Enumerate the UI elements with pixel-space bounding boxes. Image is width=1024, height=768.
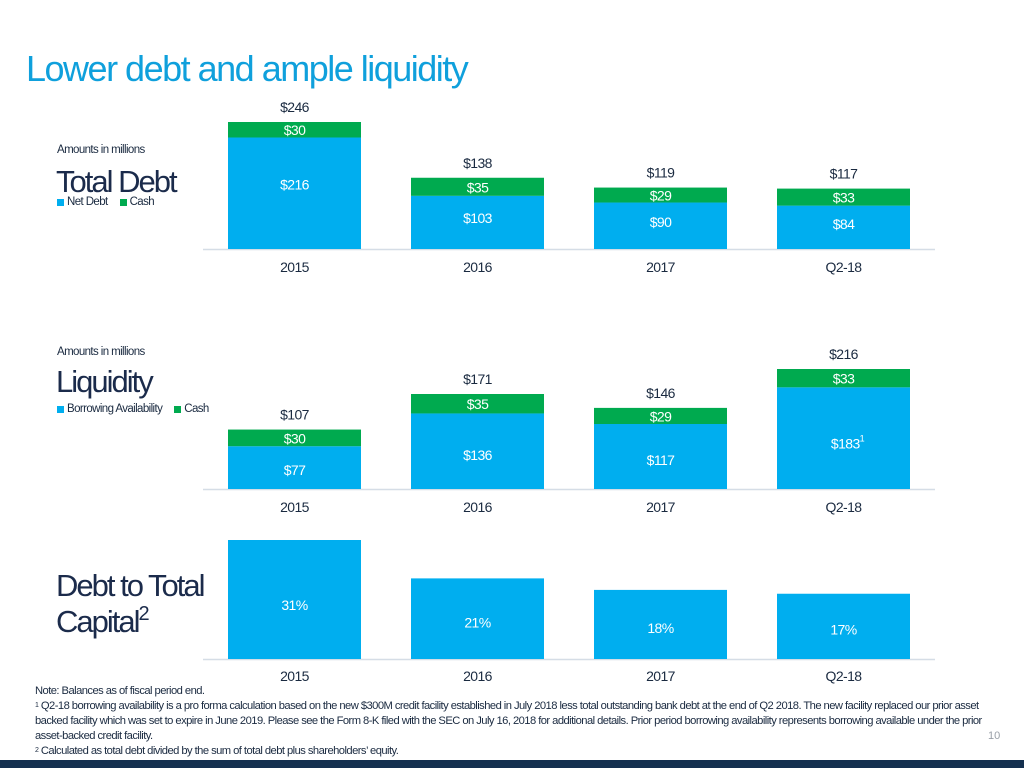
total_debt-label-net-debt-2016: $103 (463, 210, 493, 226)
total-debt-title: Total Debt (56, 164, 178, 199)
debt_to_capital-category-label-2015: 2015 (280, 668, 310, 684)
total_debt-label-net-debt-2015: $216 (280, 176, 310, 192)
total_debt-category-label-2016: 2016 (463, 259, 493, 275)
liquidity-label-cash-2017: $29 (650, 408, 672, 424)
footnote-marker-1: 1 (860, 433, 865, 443)
total_debt-bar-cash-2015 (228, 122, 361, 138)
debt-to-capital-title-line1: Debt to Total (56, 568, 205, 603)
total_debt-bar-cash-2017 (594, 187, 727, 203)
debt_to_capital-category-label-2017: 2017 (646, 668, 676, 684)
footnote-marker-2: 2 (138, 603, 150, 625)
liquidity-bar-borrowing-availability-q2-18 (777, 387, 910, 489)
debt-to-capital-title-text: Capital (56, 604, 140, 639)
debt_to_capital-label-debt-to-total-capital-2015: 31% (281, 597, 307, 613)
legend-label-cash: Cash (129, 196, 155, 208)
legend-label-cash-liquidity: Cash (184, 403, 209, 415)
total_debt-bar-net-debt-q2-18 (777, 205, 910, 249)
liquidity-bar-borrowing-availability-2017 (594, 424, 727, 489)
liquidity-label-borrowing-availability-2016: $136 (463, 447, 493, 463)
debt_to_capital-label-debt-to-total-capital-2017: 18% (647, 620, 673, 636)
footer-bar (0, 760, 1024, 768)
liquidity-legend: Borrowing Availability Cash (57, 403, 221, 415)
liquidity-bar-cash-2016 (411, 394, 544, 414)
liquidity-total-label-2016: $171 (463, 371, 493, 387)
liquidity-label-borrowing-availability-q2-18: $1831 (831, 433, 865, 451)
liquidity-category-label-2016: 2016 (463, 499, 493, 515)
debt_to_capital-label-debt-to-total-capital-q2-18: 17% (830, 622, 856, 638)
footnote-1: 1 Q2-18 borrowing availability is a pro … (35, 699, 985, 744)
legend-item-net-debt: Net Debt (57, 196, 108, 208)
legend-item-borrowing-availability: Borrowing Availability (57, 403, 163, 415)
debt_to_capital-bar-debt-to-total-capital-q2-18 (777, 593, 910, 659)
legend-swatch-cash (119, 198, 127, 206)
total_debt-total-label-2016: $138 (463, 155, 493, 171)
total_debt-bar-net-debt-2015 (228, 137, 361, 249)
liquidity-bar-cash-2017 (594, 407, 727, 424)
liquidity-label-cash-2015: $30 (284, 430, 306, 446)
debt_to_capital-category-label-q2-18: Q2-18 (826, 668, 863, 684)
liquidity-bar-borrowing-availability-2015 (228, 446, 361, 489)
total_debt-bar-cash-2016 (411, 177, 544, 196)
liquidity-total-label-2015: $107 (280, 407, 310, 423)
footnote-1-text: Q2-18 borrowing availability is a pro fo… (35, 700, 982, 742)
total_debt-label-cash-2017: $29 (650, 188, 672, 204)
legend-label-borrowing-availability: Borrowing Availability (67, 403, 163, 415)
debt_to_capital-bar-debt-to-total-capital-2017 (594, 589, 727, 659)
legend-swatch-cash-liquidity (174, 405, 182, 413)
legend-item-cash-liquidity: Cash (174, 403, 209, 415)
debt-to-capital-title-line2: Capital2 (56, 603, 150, 639)
debt_to_capital-bar-debt-to-total-capital-2016 (411, 578, 544, 659)
footnote-2-text: Calculated as total debt divided by the … (40, 745, 399, 757)
total_debt-total-label-2017: $119 (647, 165, 676, 181)
total_debt-bar-net-debt-2016 (411, 195, 544, 249)
debt_to_capital-label-debt-to-total-capital-2016: 21% (464, 615, 490, 631)
legend-swatch-net-debt (57, 198, 64, 206)
liquidity-category-label-2015: 2015 (280, 499, 310, 515)
total_debt-bar-cash-q2-18 (777, 188, 910, 206)
liquidity-total-label-2017: $146 (646, 385, 676, 401)
total_debt-category-label-2017: 2017 (646, 259, 676, 275)
total_debt-total-label-2015: $246 (280, 99, 310, 115)
total_debt-label-net-debt-q2-18: $84 (833, 216, 855, 232)
liquidity-title: Liquidity (56, 364, 154, 399)
footnote-1-mark: 1 (35, 702, 39, 709)
footnote-2-mark: 2 (35, 747, 39, 754)
total_debt-label-cash-2016: $35 (467, 179, 489, 195)
legend-swatch-borrowing-availability (57, 405, 64, 413)
liquidity-label-borrowing-availability-2017: $117 (647, 452, 676, 468)
total_debt-category-label-q2-18: Q2-18 (826, 259, 863, 275)
liquidity-bar-borrowing-availability-2016 (411, 413, 544, 489)
page-title: Lower debt and ample liquidity (26, 48, 469, 89)
liquidity-label-borrowing-availability-2015: $77 (284, 462, 306, 478)
total_debt-label-net-debt-2017: $90 (650, 214, 672, 230)
footnote-2: 2 Calculated as total debt divided by th… (35, 744, 985, 759)
legend-item-cash: Cash (119, 196, 155, 208)
note-balances: Note: Balances as of fiscal period end. (35, 685, 205, 697)
liquidity-category-label-2017: 2017 (646, 499, 676, 515)
amounts-note-liquidity: Amounts in millions (57, 346, 145, 358)
liquidity-total-label-q2-18: $216 (829, 346, 859, 362)
total_debt-category-label-2015: 2015 (280, 259, 310, 275)
total-debt-legend: Net Debt Cash (57, 196, 166, 208)
total_debt-label-cash-2015: $30 (284, 122, 306, 138)
debt_to_capital-bar-debt-to-total-capital-2015 (228, 540, 361, 659)
liquidity-bar-cash-q2-18 (777, 369, 910, 388)
total_debt-bar-net-debt-2017 (594, 202, 727, 249)
legend-label-net-debt: Net Debt (67, 196, 108, 208)
total_debt-total-label-q2-18: $117 (830, 166, 859, 182)
liquidity-label-cash-q2-18: $33 (833, 371, 855, 387)
debt_to_capital-category-label-2016: 2016 (463, 668, 493, 684)
liquidity-category-label-q2-18: Q2-18 (826, 499, 863, 515)
total_debt-label-cash-q2-18: $33 (833, 190, 855, 206)
liquidity-bar-cash-2015 (228, 429, 361, 447)
page-number: 10 (988, 730, 1001, 742)
liquidity-label-cash-2016: $35 (467, 396, 489, 412)
amounts-note-total-debt: Amounts in millions (57, 144, 145, 156)
footnotes: Note: Balances as of fiscal period end. … (35, 684, 985, 759)
